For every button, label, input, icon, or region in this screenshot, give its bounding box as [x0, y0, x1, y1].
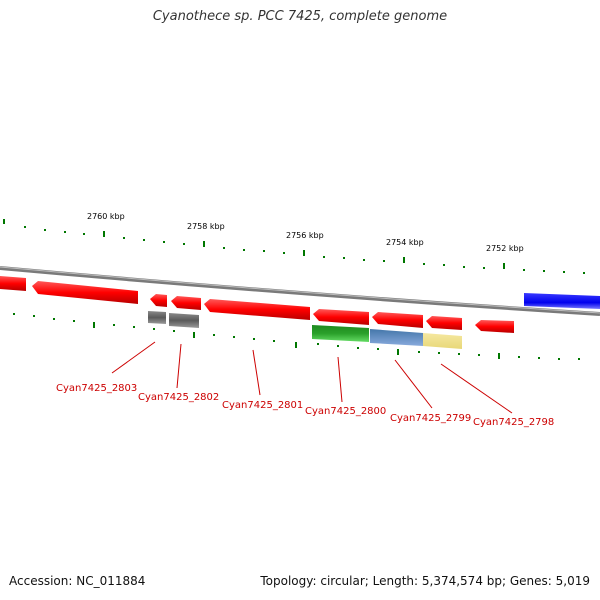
scale-label-2756: 2756 kbp [286, 231, 324, 240]
gene-label-2803[interactable]: Cyan7425_2803 [56, 383, 137, 394]
scale-label-2758: 2758 kbp [187, 222, 225, 231]
steelblue-feature[interactable] [370, 329, 423, 346]
gene-arrow[interactable] [372, 312, 423, 328]
gene-arrow[interactable] [426, 316, 462, 330]
gene-label-2799[interactable]: Cyan7425_2799 [390, 413, 471, 424]
yellow-feature[interactable] [423, 333, 462, 349]
genome-summary-text: Topology: circular; Length: 5,374,574 bp… [260, 574, 590, 588]
gene-arrow[interactable] [32, 281, 138, 304]
genome-backbone [0, 266, 600, 316]
accession-text: Accession: NC_011884 [9, 574, 146, 588]
gene-arrow[interactable] [0, 276, 26, 291]
gene-label-2798[interactable]: Cyan7425_2798 [473, 417, 554, 428]
gene-arrow[interactable] [150, 294, 167, 307]
map-title: Cyanothece sp. PCC 7425, complete genome [152, 9, 448, 24]
gene-arrow[interactable] [475, 320, 514, 333]
gene-label-2801[interactable]: Cyan7425_2801 [222, 400, 303, 411]
gene-label-2802[interactable]: Cyan7425_2802 [138, 392, 219, 403]
feature-boxes [148, 311, 462, 349]
green-feature[interactable] [312, 325, 369, 342]
scale-label-2752: 2752 kbp [486, 244, 524, 253]
scale-label-2760: 2760 kbp [87, 212, 125, 221]
reverse-strand-genes [0, 276, 514, 333]
gene-label-2800[interactable]: Cyan7425_2800 [305, 406, 386, 417]
lower-tick-row [13, 313, 580, 360]
upper-tick-row [3, 219, 585, 274]
gray-feature[interactable] [169, 313, 199, 328]
gene-arrow[interactable] [204, 299, 310, 320]
genome-backbone-highlight [0, 266, 600, 314]
gene-arrow[interactable] [313, 309, 369, 325]
scale-label-2754: 2754 kbp [386, 238, 424, 247]
forward-strand-gene[interactable] [524, 293, 600, 309]
gray-feature[interactable] [148, 311, 166, 324]
leader-lines [111, 341, 513, 414]
gene-arrow[interactable] [171, 296, 201, 310]
